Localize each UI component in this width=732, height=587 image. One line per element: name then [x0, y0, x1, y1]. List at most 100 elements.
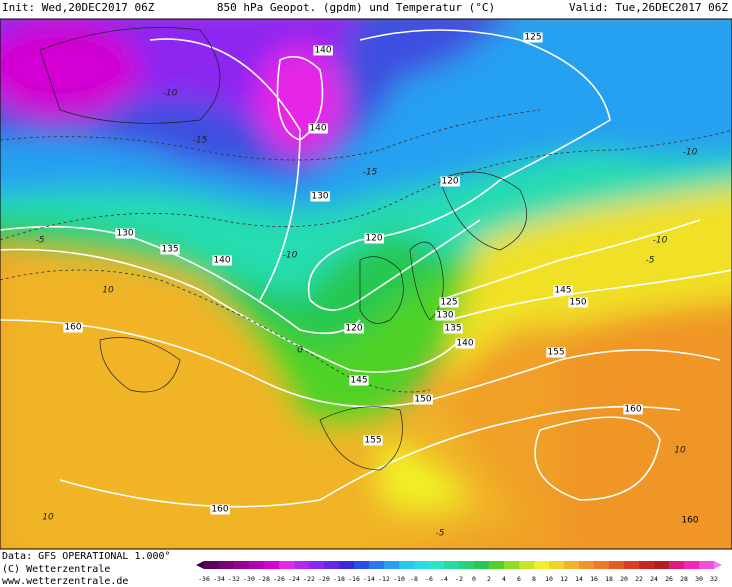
geopotential-label: 145 [554, 286, 571, 296]
temperature-label: 10 [102, 286, 114, 296]
label-backing [115, 228, 135, 239]
colorbar-label: 10 [545, 575, 553, 583]
colorbar-swatch [609, 561, 625, 569]
geopotential-label: 155 [364, 436, 381, 446]
colorbar-label: 2 [487, 575, 491, 583]
colorbar-label: 0 [472, 575, 476, 583]
colorbar-swatch [369, 561, 385, 569]
label-backing [553, 285, 573, 296]
geopotential-label: 150 [569, 298, 586, 308]
temperature-label: 0 [297, 346, 303, 356]
colorbar-label: 14 [575, 575, 583, 583]
colorbar-label: -30 [243, 575, 255, 583]
geopotential-label: 135 [444, 324, 461, 334]
colorbar-label: -20 [318, 575, 330, 583]
geopotential-label: 130 [436, 311, 453, 321]
label-backing [443, 323, 463, 334]
geopotential-label: 150 [414, 395, 431, 405]
temperature-label: 10 [42, 513, 54, 523]
geopotential-label: 140 [309, 124, 326, 134]
geopotential-label: 125 [524, 33, 541, 43]
geopotential-label: 160 [624, 405, 641, 415]
init-time: Init: Wed,20DEC2017 06Z [2, 1, 155, 14]
colorbar-label: -2 [455, 575, 463, 583]
geopotential-label: 130 [116, 229, 133, 239]
geopotential-label: 155 [547, 348, 564, 358]
valid-time: Valid: Tue,26DEC2017 06Z [569, 1, 728, 14]
temperature-label: -5 [646, 256, 655, 266]
colorbar-swatch [534, 561, 550, 569]
map: 140 140 130 130 135 140 125 120 120 120 125 130 135 1… [0, 19, 732, 549]
label-backing [363, 435, 383, 446]
temperature-label: -15 [363, 168, 378, 178]
colorbar-label: 8 [532, 575, 536, 583]
colorbar-swatch [549, 561, 565, 569]
colorbar-swatch [399, 561, 415, 569]
colorbar-label: -34 [213, 575, 225, 583]
label-backing [308, 123, 328, 134]
colorbar-swatch [234, 561, 250, 569]
colorbar-label: 32 [710, 575, 718, 583]
colorbar-label: -18 [333, 575, 345, 583]
label-backing [160, 244, 180, 255]
label-backing [435, 310, 455, 321]
colorbar-label: 28 [680, 575, 688, 583]
colorbar-label: 12 [560, 575, 568, 583]
colorbar-swatch [669, 561, 685, 569]
colorbar-label: -4 [440, 575, 448, 583]
label-backing [364, 233, 384, 244]
colorbar-swatch [579, 561, 595, 569]
colorbar-swatch [504, 561, 520, 569]
colorbar-arrow [714, 561, 722, 569]
label-backing [63, 322, 83, 333]
colorbar-swatch [519, 561, 535, 569]
colorbar-label: -36 [198, 575, 210, 583]
colorbar-swatch [324, 561, 340, 569]
colorbar-swatch [219, 561, 235, 569]
geopotential-label: 160 [681, 516, 698, 526]
geopotential-label: 160 [211, 505, 228, 515]
colorbar-swatch [624, 561, 640, 569]
colorbar-label: -24 [288, 575, 300, 583]
geopotential-label: 130 [311, 192, 328, 202]
colorbar-label: 20 [620, 575, 628, 583]
colorbar-swatch [459, 561, 475, 569]
label-backing [210, 504, 230, 515]
map-title: 850 hPa Geopot. (gpdm) und Temperatur (°… [217, 1, 495, 14]
label-backing [349, 375, 369, 386]
colorbar-label: -16 [348, 575, 360, 583]
label-backing [310, 191, 330, 202]
colorbar-swatch [294, 561, 310, 569]
temperature-label: -5 [436, 529, 445, 539]
label-backing [212, 255, 232, 266]
temperature-label: -10 [163, 89, 178, 99]
colorbar-swatch [699, 561, 715, 569]
geopotential-label: 120 [345, 324, 362, 334]
label-backing [344, 323, 364, 334]
colorbar-swatch [654, 561, 670, 569]
colorbar-label: -22 [303, 575, 315, 583]
colorbar-label: -26 [273, 575, 285, 583]
colorbar-label: 6 [517, 575, 521, 583]
colorbar-label: 16 [590, 575, 598, 583]
colorbar-label: 26 [665, 575, 673, 583]
temperature-label: 10 [674, 446, 686, 456]
colorbar-label: 22 [635, 575, 643, 583]
geopotential-label: 140 [213, 256, 230, 266]
data-source: Data: GFS OPERATIONAL 1.000° [2, 551, 171, 562]
temperature-label: -15 [193, 136, 208, 146]
colorbar-swatch [309, 561, 325, 569]
geopotential-label: 145 [350, 376, 367, 386]
geopotential-label: 135 [161, 245, 178, 255]
label-backing [623, 404, 643, 415]
geopotential-contours [0, 29, 732, 508]
colorbar-swatch [279, 561, 295, 569]
temperature-label: -5 [36, 236, 45, 246]
colorbar-swatch [414, 561, 430, 569]
colorbar-swatch [204, 561, 220, 569]
map-labels: 140 140 130 130 135 140 125 120 120 120 125 130 135 1… [36, 32, 699, 539]
temperature-label: -10 [283, 251, 298, 261]
temperature-label: -10 [683, 148, 698, 158]
website: www.wetterzentrale.de [2, 576, 128, 587]
geopotential-label: 120 [441, 177, 458, 187]
